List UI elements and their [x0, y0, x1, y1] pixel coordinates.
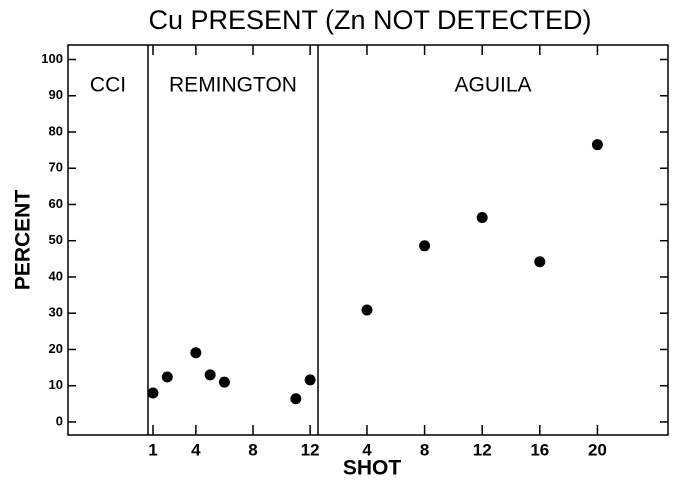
point [190, 347, 202, 359]
panel-label: REMINGTON [169, 74, 297, 97]
x-tick-label: 8 [420, 440, 429, 459]
point [304, 374, 316, 386]
y-tick-label: 90 [49, 87, 63, 102]
point [534, 256, 546, 268]
point [161, 371, 173, 383]
point [218, 376, 230, 388]
x-axis-label: SHOT [343, 457, 402, 480]
x-tick-label: 16 [530, 440, 549, 459]
x-tick-label: 12 [301, 440, 320, 459]
x-tick-label: 1 [148, 440, 157, 459]
panel-label: CCI [90, 74, 126, 97]
y-tick-label: 20 [49, 341, 63, 356]
y-tick-label: 40 [49, 268, 63, 283]
point [591, 139, 603, 151]
point [476, 212, 488, 224]
point [147, 387, 159, 399]
y-tick-label: 70 [49, 160, 63, 175]
y-tick-label: 100 [41, 51, 63, 66]
x-tick-label: 4 [191, 440, 201, 459]
x-tick-label: 20 [588, 440, 607, 459]
y-tick-label: 80 [49, 123, 63, 138]
x-tick-label: 4 [362, 440, 372, 459]
y-tick-label: 10 [49, 377, 63, 392]
panel-label: AGUILA [454, 74, 531, 97]
y-tick-label: 30 [49, 305, 63, 320]
point [204, 369, 216, 381]
plot-frame [67, 44, 669, 436]
y-axis-label: PERCENT [12, 190, 35, 291]
point [361, 304, 373, 316]
y-tick-label: 0 [56, 413, 63, 428]
y-tick-label: 60 [49, 196, 63, 211]
y-tick-label: 50 [49, 232, 63, 247]
point [290, 393, 302, 405]
x-tick-label: 12 [473, 440, 492, 459]
point [419, 240, 431, 252]
chart-title: Cu PRESENT (Zn NOT DETECTED) [148, 5, 591, 35]
x-tick-label: 8 [248, 440, 257, 459]
